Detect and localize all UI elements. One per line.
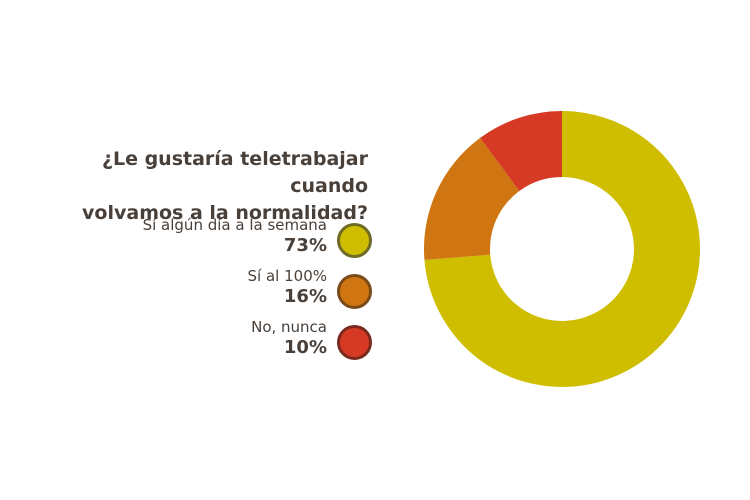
donut-chart (424, 111, 700, 387)
legend-swatch (337, 274, 372, 309)
legend-item: No, nunca 10% (100, 318, 375, 368)
chart-title: ¿Le gustaría teletrabajar cuando volvamo… (40, 146, 368, 227)
legend-value: 10% (283, 337, 327, 358)
legend-value: 16% (283, 286, 327, 307)
legend-label: Sí al 100% (247, 267, 327, 285)
legend-swatch (337, 223, 372, 258)
legend-item: Sí al 100% 16% (100, 267, 375, 317)
chart-title-line-2: volvamos a la normalidad? (82, 202, 368, 224)
slice-no-nunca (480, 111, 562, 192)
slice-si-al-100 (424, 137, 520, 260)
chart-title-line-1: ¿Le gustaría teletrabajar cuando (101, 148, 368, 197)
legend-swatch (337, 325, 372, 360)
legend-label: Sí algún día a la semana (142, 216, 327, 234)
slice-si-algun-dia (424, 111, 700, 387)
legend-label: No, nunca (251, 318, 327, 336)
legend-value: 73% (283, 235, 327, 256)
legend: Sí algún día a la semana 73% Sí al 100% … (100, 216, 375, 369)
legend-item: Sí algún día a la semana 73% (100, 216, 375, 266)
